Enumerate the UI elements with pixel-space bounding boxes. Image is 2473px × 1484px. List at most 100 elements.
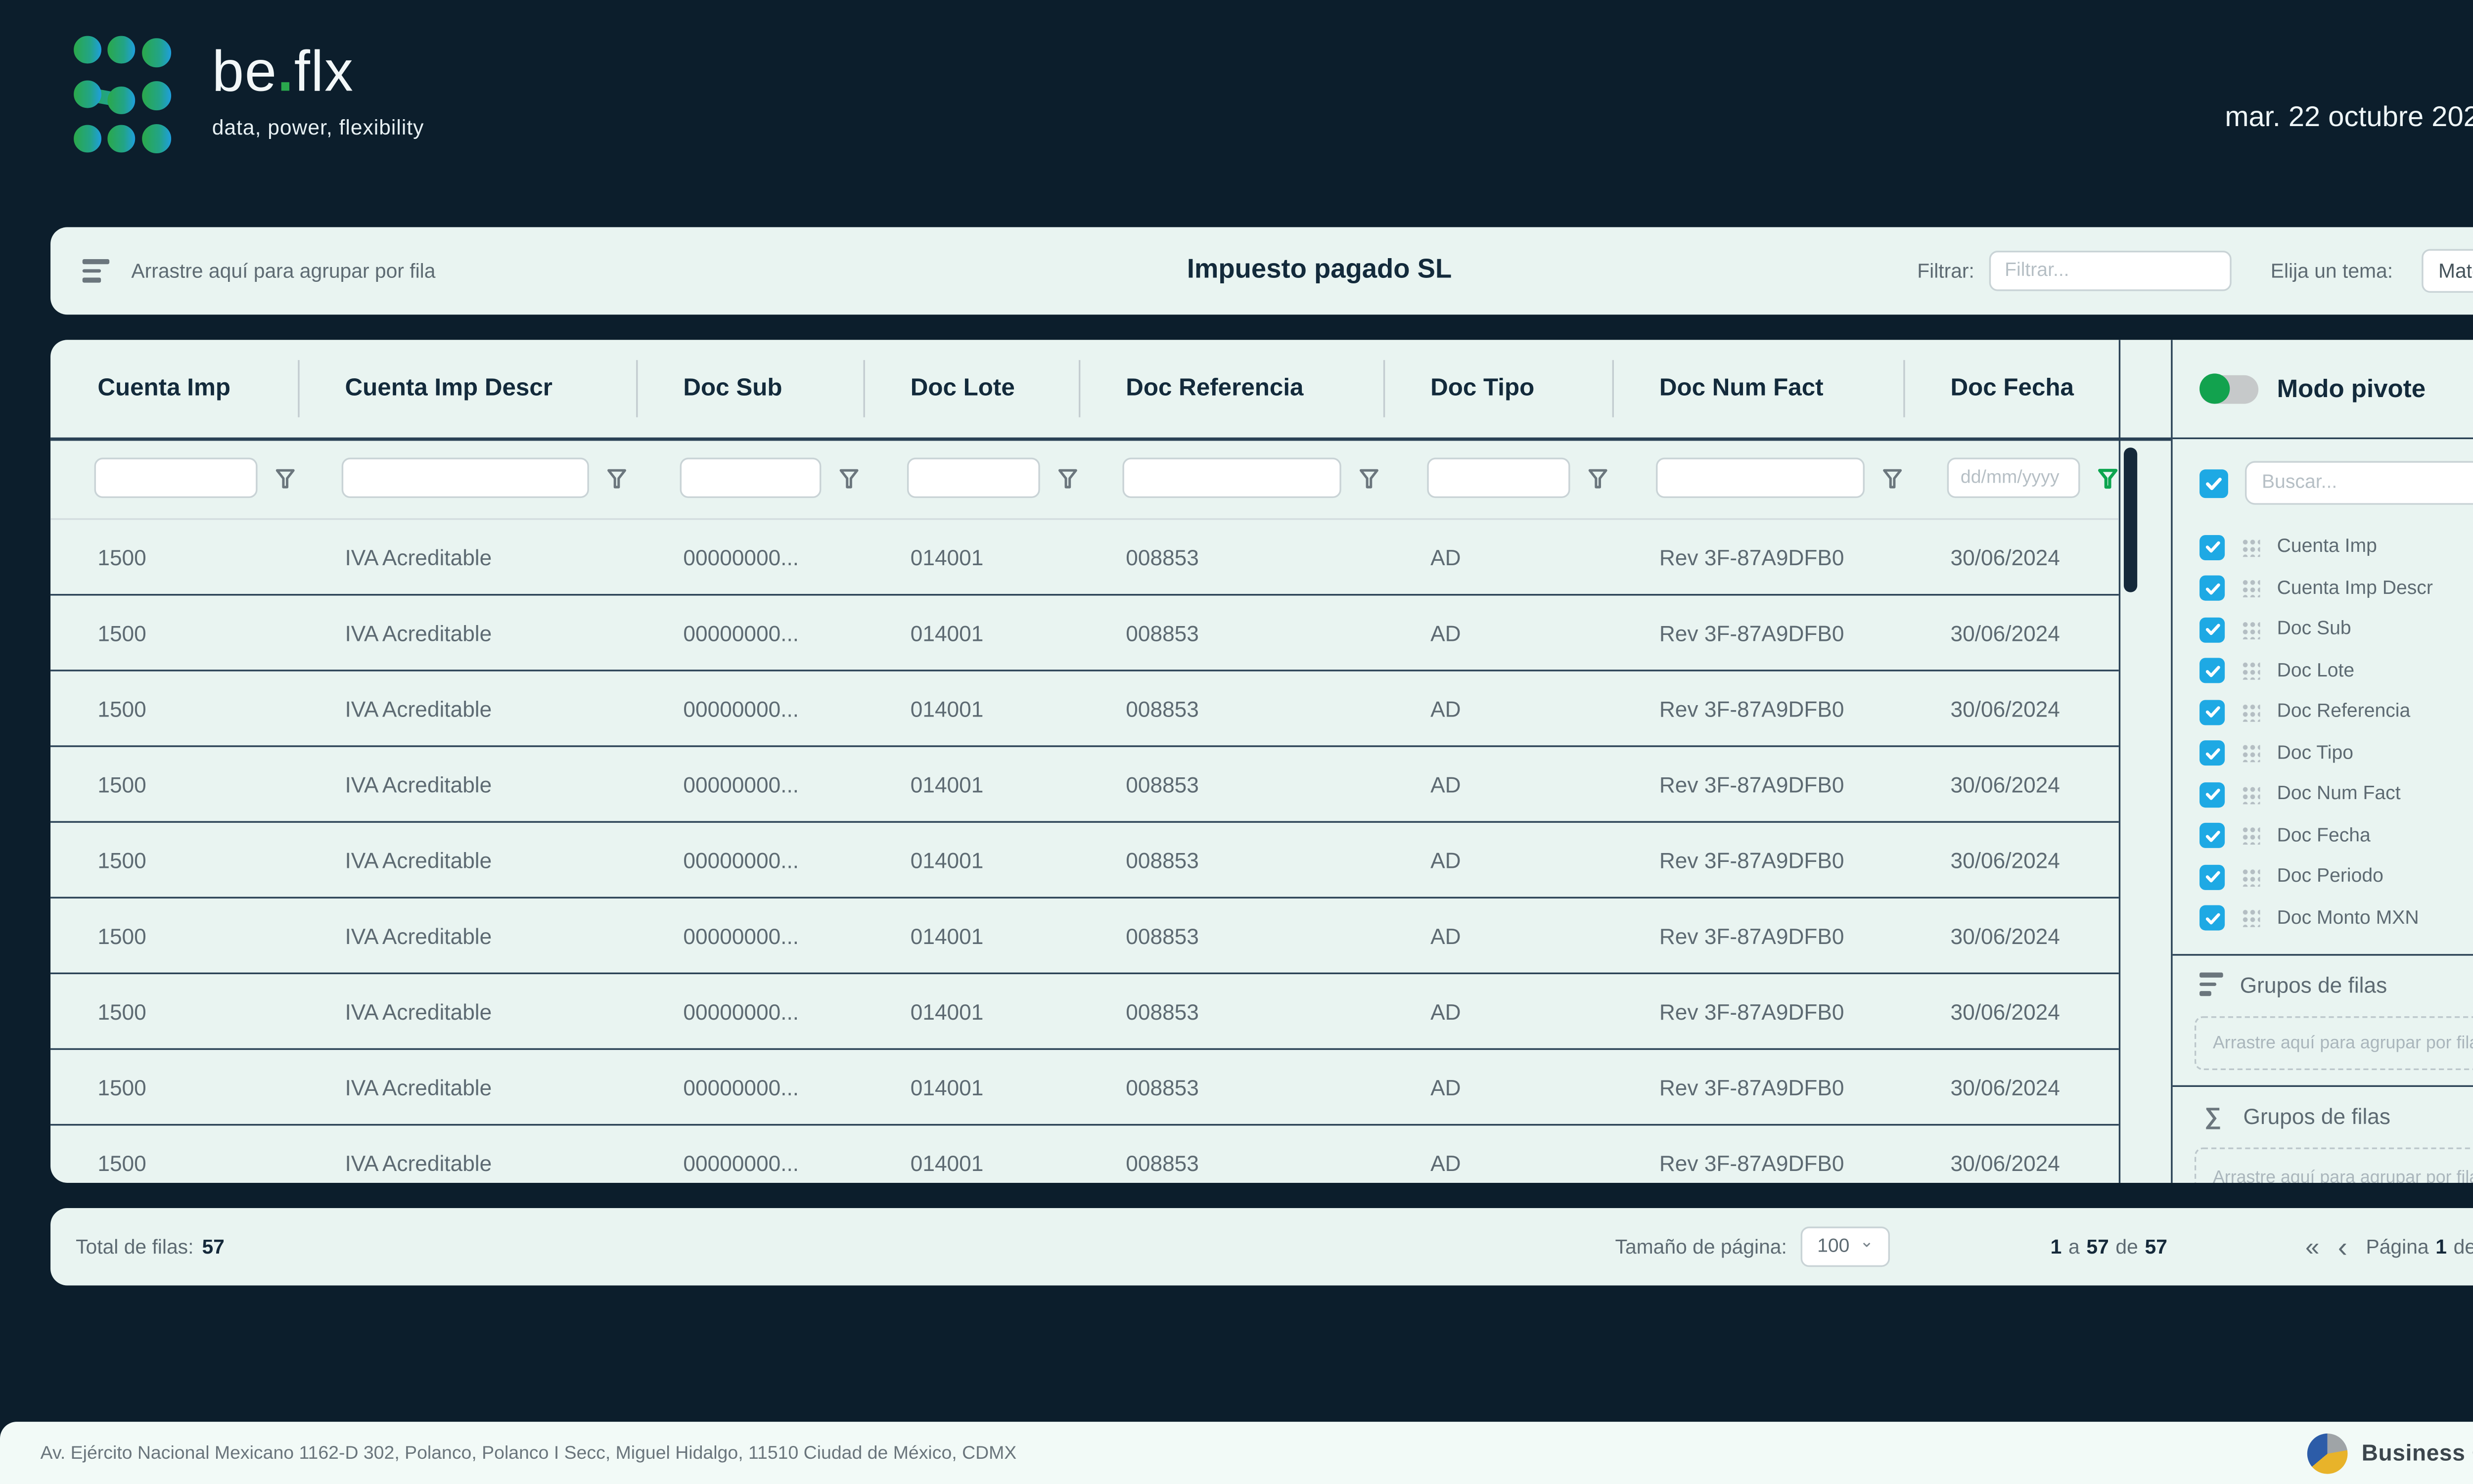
field-checkbox[interactable] xyxy=(2199,740,2225,766)
row-group-dropzone-top[interactable]: Arrastre aquí para agrupar por fila xyxy=(50,259,435,283)
field-checkbox[interactable] xyxy=(2199,782,2225,808)
sigma-icon xyxy=(2199,1102,2226,1129)
grid-filter-row xyxy=(50,438,2119,520)
table-row[interactable]: 1500 IVA Acreditable 00000000... 014001 0088… xyxy=(50,974,2119,1050)
column-filter-input[interactable] xyxy=(1122,457,1341,498)
panel-divider xyxy=(2172,954,2473,956)
column-filter-input[interactable] xyxy=(341,457,589,498)
pivot-mode-toggle[interactable] xyxy=(2199,373,2259,404)
column-header[interactable]: Cuenta Imp xyxy=(97,375,230,403)
cell: 008853 xyxy=(1126,771,1199,797)
drag-handle-icon[interactable] xyxy=(2242,538,2260,557)
drag-handle-icon[interactable] xyxy=(2242,703,2260,721)
filter-funnel-icon[interactable] xyxy=(838,467,860,489)
table-row[interactable]: 1500 IVA Acreditable 00000000... 014001 0088… xyxy=(50,595,2119,672)
filter-funnel-icon[interactable] xyxy=(1587,467,1609,489)
cell: Rev 3F-87A9DFB0 xyxy=(1659,998,1844,1024)
values-label: Grupos de filas xyxy=(2243,1103,2391,1128)
table-row[interactable]: 1500 IVA Acreditable 00000000... 014001 0088… xyxy=(50,1050,2119,1126)
table-row[interactable]: 1500 IVA Acreditable 00000000... 014001 0088… xyxy=(50,1125,2119,1183)
cell: AD xyxy=(1430,771,1461,797)
cell: 00000000... xyxy=(683,998,799,1024)
drag-handle-icon[interactable] xyxy=(2242,909,2260,928)
data-grid: Cuenta Imp Cuenta Imp Descr Doc Sub Doc Lot… xyxy=(50,340,2473,1183)
grid-vertical-scrollbar[interactable] xyxy=(2123,448,2138,592)
pivot-field-item[interactable]: Doc Lote xyxy=(2173,650,2473,691)
field-checkbox[interactable] xyxy=(2199,576,2225,601)
drag-handle-icon[interactable] xyxy=(2242,744,2260,763)
column-filter-input[interactable] xyxy=(907,457,1040,498)
column-filter-input[interactable] xyxy=(1427,457,1570,498)
column-header[interactable]: Doc Tipo xyxy=(1383,340,1612,437)
row-groups-dropzone[interactable]: Arrastre aquí para agrupar por fila xyxy=(2194,1016,2473,1070)
drag-handle-icon[interactable] xyxy=(2242,785,2260,804)
first-page-button[interactable] xyxy=(2305,1234,2319,1259)
field-checkbox[interactable] xyxy=(2199,864,2225,890)
column-header[interactable]: Doc Fecha xyxy=(1903,340,2119,437)
table-row[interactable]: 1500 IVA Acreditable 00000000... 014001 0088… xyxy=(50,899,2119,975)
field-checkbox[interactable] xyxy=(2199,823,2225,849)
field-label: Doc Referencia xyxy=(2277,702,2411,722)
column-filter-input[interactable] xyxy=(1656,457,1865,498)
field-search-input[interactable] xyxy=(2244,461,2473,505)
cell: AD xyxy=(1430,620,1461,645)
cell: 1500 xyxy=(97,998,146,1024)
filter-funnel-icon[interactable] xyxy=(606,467,628,489)
pivot-field-item[interactable]: Cuenta Imp xyxy=(2173,527,2473,568)
column-filter-input[interactable] xyxy=(680,457,822,498)
filter-funnel-icon[interactable] xyxy=(1358,467,1380,489)
pivot-field-item[interactable]: Doc Periodo xyxy=(2173,856,2473,898)
pivot-field-item[interactable]: Doc Sub xyxy=(2173,609,2473,650)
column-filter-input[interactable] xyxy=(1947,457,2080,498)
pivot-field-item[interactable]: Doc Fecha xyxy=(2173,815,2473,856)
pivot-field-item[interactable]: Cuenta Imp Descr xyxy=(2173,568,2473,609)
cell: 00000000... xyxy=(683,695,799,721)
app-header: be.flx data, power, flexibility xyxy=(71,30,424,158)
drag-handle-icon[interactable] xyxy=(2242,579,2260,598)
field-checkbox[interactable] xyxy=(2199,905,2225,931)
column-header[interactable]: Doc Num Fact xyxy=(1612,340,1904,437)
table-row[interactable]: 1500 IVA Acreditable 00000000... 014001 0088… xyxy=(50,823,2119,899)
filter-funnel-icon[interactable] xyxy=(275,467,296,489)
pivot-field-item[interactable]: Doc Referencia xyxy=(2173,691,2473,732)
cell: 008853 xyxy=(1126,847,1199,873)
column-header[interactable]: Doc Referencia xyxy=(1079,340,1383,437)
prev-page-button[interactable] xyxy=(2338,1232,2347,1261)
column-header[interactable]: Doc Lote xyxy=(863,340,1079,437)
company-address: Av. Ejército Nacional Mexicano 1162-D 30… xyxy=(40,1442,1017,1463)
field-checkbox[interactable] xyxy=(2199,658,2225,684)
column-filter-input[interactable] xyxy=(94,457,258,498)
cell: AD xyxy=(1430,998,1461,1024)
field-checkbox[interactable] xyxy=(2199,617,2225,642)
cell: 00000000... xyxy=(683,923,799,948)
drag-handle-icon[interactable] xyxy=(2242,620,2260,639)
pivot-field-item[interactable]: Doc Monto MXN xyxy=(2173,898,2473,939)
drag-handle-icon[interactable] xyxy=(2242,826,2260,845)
table-row[interactable]: 1500 IVA Acreditable 00000000... 014001 0088… xyxy=(50,520,2119,596)
pivot-field-item[interactable]: Doc Tipo xyxy=(2173,733,2473,774)
global-filter-input[interactable] xyxy=(1989,250,2232,291)
field-checkbox[interactable] xyxy=(2199,699,2225,725)
field-label: Doc Monto MXN xyxy=(2277,908,2419,929)
filter-funnel-icon[interactable] xyxy=(1057,467,1079,489)
field-checkbox[interactable] xyxy=(2199,535,2225,560)
cell: AD xyxy=(1430,695,1461,721)
select-all-checkbox[interactable] xyxy=(2199,468,2228,497)
column-header[interactable]: Cuenta Imp Descr xyxy=(298,340,636,437)
drag-handle-icon[interactable] xyxy=(2242,867,2260,887)
filter-cell xyxy=(1079,457,1383,498)
theme-select[interactable]: Material xyxy=(2421,249,2473,293)
table-row[interactable]: 1500 IVA Acreditable 00000000... 014001 0088… xyxy=(50,672,2119,747)
values-dropzone[interactable]: Arrastre aquí para agrupar por fila xyxy=(2194,1147,2473,1183)
pivot-field-item[interactable]: Doc Num Fact xyxy=(2173,774,2473,815)
filter-funnel-icon[interactable] xyxy=(1881,467,1903,489)
filter-funnel-icon[interactable] xyxy=(2097,467,2119,489)
toolbar-right: Filtrar: Elija un tema: Material xyxy=(1917,249,2473,293)
cell: 30/06/2024 xyxy=(1950,1074,2060,1100)
column-header[interactable]: Doc Sub xyxy=(636,340,863,437)
drag-handle-icon[interactable] xyxy=(2242,662,2260,680)
cell: 008853 xyxy=(1126,923,1199,948)
page-size-select[interactable]: 100 xyxy=(1800,1226,1891,1267)
table-row[interactable]: 1500 IVA Acreditable 00000000... 014001 0088… xyxy=(50,747,2119,823)
cell: IVA Acreditable xyxy=(345,771,492,797)
